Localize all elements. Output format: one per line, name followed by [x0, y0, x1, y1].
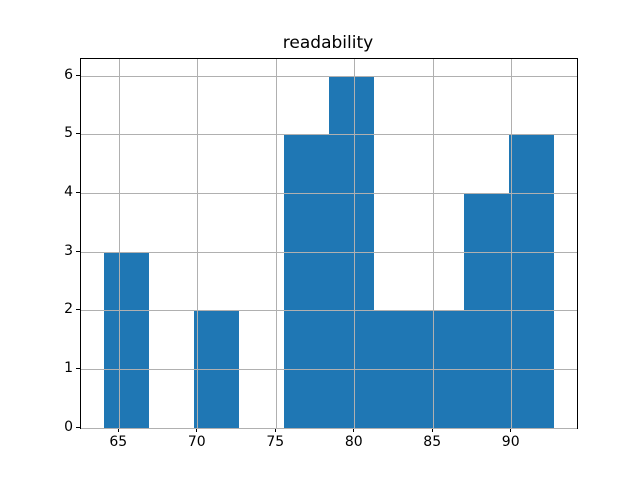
x-tick-label: 70 — [187, 434, 206, 451]
histogram-bar — [103, 252, 149, 429]
y-tick-label: 2 — [64, 301, 73, 318]
x-tick-label: 80 — [344, 434, 363, 451]
histogram-bar — [283, 134, 329, 429]
x-tick — [353, 428, 355, 433]
x-gridline — [197, 58, 199, 429]
x-tick — [274, 428, 276, 433]
plot-area — [80, 57, 578, 430]
x-tick-label: 90 — [501, 434, 520, 451]
y-tick-label: 0 — [64, 418, 73, 435]
y-gridline — [81, 193, 577, 195]
x-tick — [196, 428, 198, 433]
x-tick — [431, 428, 433, 433]
y-tick-label: 3 — [64, 242, 73, 259]
y-tick-label: 4 — [64, 184, 73, 201]
y-tick — [76, 309, 80, 311]
x-gridline — [354, 58, 356, 429]
y-gridline — [81, 310, 577, 312]
x-tick-label: 65 — [109, 434, 128, 451]
y-gridline — [81, 134, 577, 136]
y-tick — [76, 250, 80, 252]
histogram-bar — [509, 134, 555, 429]
x-gridline — [118, 58, 120, 429]
y-tick — [76, 426, 80, 428]
chart-title: readability — [282, 33, 374, 53]
y-tick-label: 6 — [64, 66, 73, 83]
y-tick — [76, 368, 80, 370]
y-tick — [76, 192, 80, 194]
y-gridline — [81, 75, 577, 77]
y-gridline — [81, 251, 577, 253]
x-gridline — [432, 58, 434, 429]
y-tick-label: 5 — [64, 125, 73, 142]
y-tick — [76, 74, 80, 76]
x-tick — [117, 428, 119, 433]
y-tick — [76, 133, 80, 135]
x-gridline — [275, 58, 277, 429]
y-gridline — [81, 427, 577, 429]
x-gridline — [511, 58, 513, 429]
y-tick-label: 1 — [64, 360, 73, 377]
grid-layer — [81, 58, 577, 429]
x-tick — [510, 428, 512, 433]
x-tick-label: 75 — [266, 434, 285, 451]
y-gridline — [81, 369, 577, 371]
x-tick-label: 85 — [423, 434, 442, 451]
